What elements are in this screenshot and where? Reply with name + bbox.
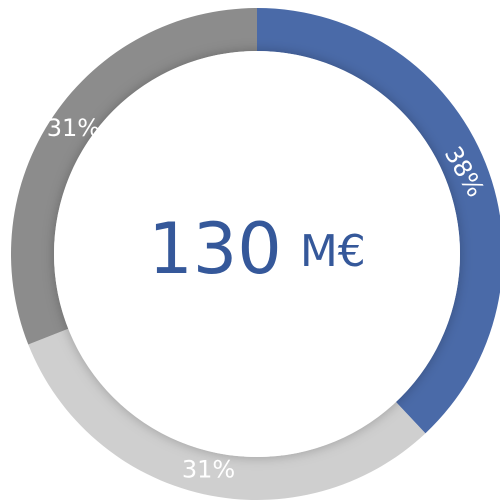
center-label: 130 M€: [148, 208, 366, 290]
center-value: 130: [148, 208, 282, 290]
donut-hole: [54, 51, 460, 457]
center-unit: M€: [300, 226, 366, 277]
donut-segment: [257, 8, 500, 434]
donut-segment: [28, 328, 426, 500]
segment-label: 31%: [47, 114, 100, 142]
donut-segment: [10, 8, 257, 345]
segment-label: 31%: [182, 456, 235, 484]
